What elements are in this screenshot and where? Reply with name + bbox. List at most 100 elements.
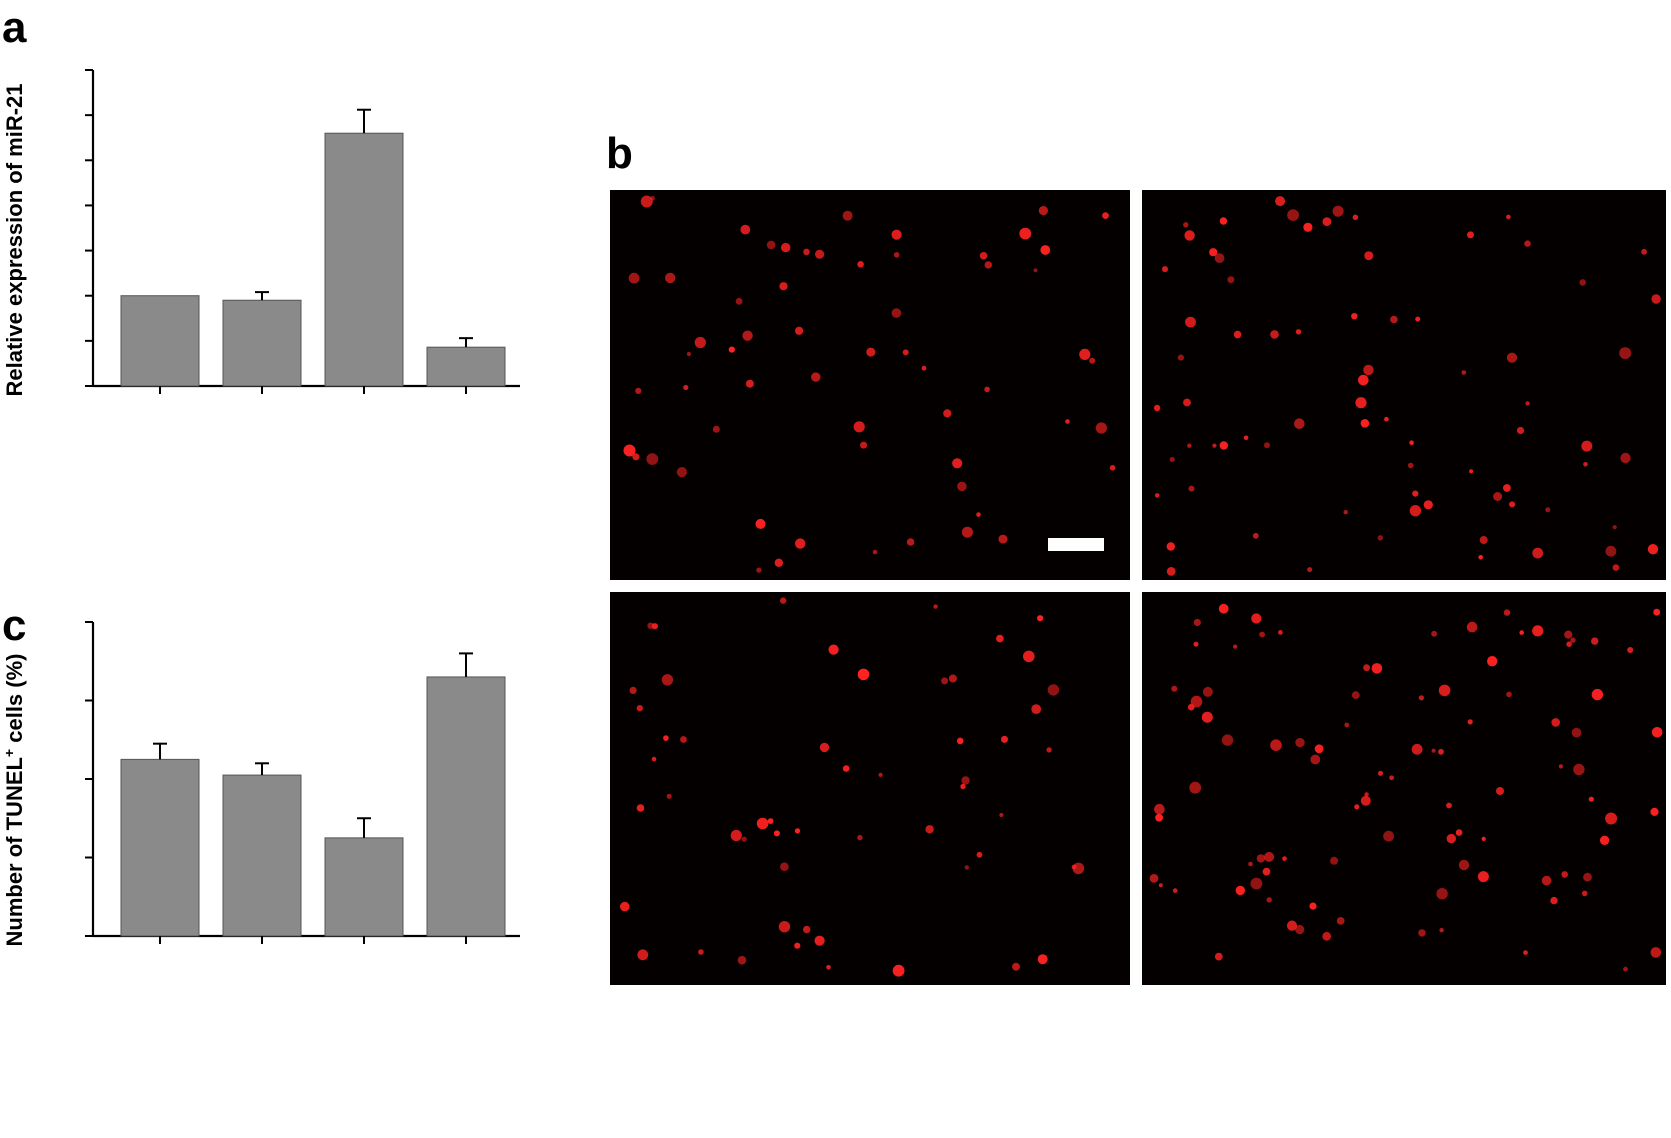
apoptotic-nucleus [794,828,801,834]
apoptotic-nucleus [1252,532,1259,539]
apoptotic-nucleus [1583,872,1592,882]
apoptotic-nucleus [1286,920,1298,931]
apoptotic-nucleus [680,736,687,743]
apoptotic-nucleus [933,604,938,609]
apoptotic-nucleus [767,818,774,824]
apoptotic-nucleus [1189,781,1202,794]
apoptotic-nucleus [943,409,952,418]
apoptotic-nucleus [961,526,973,538]
apoptotic-nucleus [1650,807,1659,817]
apoptotic-nucleus [984,386,990,393]
apoptotic-nucleus [1541,875,1552,886]
apoptotic-nucleus [842,765,850,772]
apoptotic-nucleus [1072,862,1085,875]
apoptotic-nucleus [1264,442,1270,449]
apoptotic-nucleus [683,384,689,391]
apoptotic-nucleus [1481,836,1486,842]
apoptotic-nucleus [1275,196,1286,207]
apoptotic-nucleus [984,261,992,269]
apoptotic-nucleus [1270,739,1282,751]
apoptotic-nucleus [1250,877,1263,890]
apoptotic-nucleus [640,195,653,208]
chart-a-bar [222,299,302,387]
apoptotic-nucleus [756,567,762,573]
apoptotic-nucleus [1647,544,1659,555]
apoptotic-nucleus [1162,266,1168,273]
apoptotic-nucleus [1411,743,1423,755]
apoptotic-nucleus [1262,867,1271,876]
apoptotic-nucleus [766,240,776,250]
apoptotic-nucleus [1566,641,1572,647]
apoptotic-nucleus [1282,856,1287,861]
apoptotic-nucleus [1332,205,1344,217]
panel-letter-b: b [606,129,633,178]
apoptotic-nucleus [857,261,864,268]
apoptotic-nucleus [737,955,747,965]
apoptotic-nucleus [1415,316,1421,322]
apoptotic-nucleus [646,453,659,465]
micrograph-background [610,190,1130,580]
apoptotic-nucleus [998,534,1008,544]
apoptotic-nucleus [779,282,788,291]
apoptotic-nucleus [1431,748,1436,753]
apoptotic-nucleus [1209,248,1218,257]
apoptotic-nucleus [1109,465,1116,471]
apoptotic-nucleus [1558,764,1563,769]
apoptotic-nucleus [1214,253,1225,263]
apoptotic-nucleus [999,812,1004,818]
apoptotic-nucleus [1214,952,1223,961]
apoptotic-nucleus [1605,812,1618,825]
apoptotic-nucleus [1503,609,1511,616]
apoptotic-nucleus [1322,217,1332,227]
apoptotic-nucleus [1581,890,1588,897]
apoptotic-nucleus [811,372,821,382]
apoptotic-nucleus [891,308,902,318]
chart-a-bar [120,295,200,387]
chart-a-bar [426,346,506,387]
chart-c-bar [222,774,302,937]
apoptotic-nucleus [698,949,704,955]
apoptotic-nucleus [1266,897,1272,903]
apoptotic-nucleus [1218,603,1229,614]
apoptotic-nucleus [842,210,853,221]
apoptotic-nucleus [1588,796,1594,802]
apoptotic-nucleus [1378,770,1383,776]
apoptotic-nucleus [620,901,630,912]
apoptotic-nucleus [1478,555,1483,560]
apoptotic-nucleus [1506,352,1518,363]
apoptotic-nucleus [1573,763,1585,776]
apoptotic-nucleus [728,346,735,353]
apoptotic-nucleus [1001,735,1008,743]
apoptotic-nucleus [1227,276,1235,284]
apoptotic-nucleus [814,935,825,946]
apoptotic-nucleus [636,804,645,812]
apoptotic-nucleus [1570,637,1576,643]
apoptotic-nucleus [1371,663,1383,674]
apoptotic-nucleus [1040,245,1051,255]
apoptotic-nucleus [1149,874,1159,883]
apoptotic-nucleus [1564,630,1573,639]
panel-letter-a: a [2,3,27,52]
apoptotic-nucleus [1458,859,1470,871]
apoptotic-nucleus [1153,404,1161,412]
apoptotic-nucleus [1212,443,1217,448]
apoptotic-nucleus [906,538,915,546]
apoptotic-nucleus [1037,954,1048,965]
chart-c-y-axis-title-main: Number of TUNEL [2,757,27,946]
apoptotic-nucleus [1409,440,1414,446]
apoptotic-nucleus [632,453,640,461]
apoptotic-nucleus [1310,754,1321,765]
apoptotic-nucleus [1364,251,1374,261]
apoptotic-nucleus [1523,950,1528,955]
apoptotic-nucleus [1193,618,1201,627]
apoptotic-nucleus [1287,209,1299,222]
apoptotic-nucleus [815,249,825,259]
micrograph-2 [1142,190,1666,580]
apoptotic-nucleus [1623,966,1628,972]
apoptotic-nucleus [756,817,769,830]
apoptotic-nucleus [1330,856,1339,865]
apoptotic-nucleus [1343,510,1348,515]
apoptotic-nucleus [735,297,743,305]
apoptotic-nucleus [1384,416,1389,422]
apoptotic-nucleus [1089,357,1096,364]
